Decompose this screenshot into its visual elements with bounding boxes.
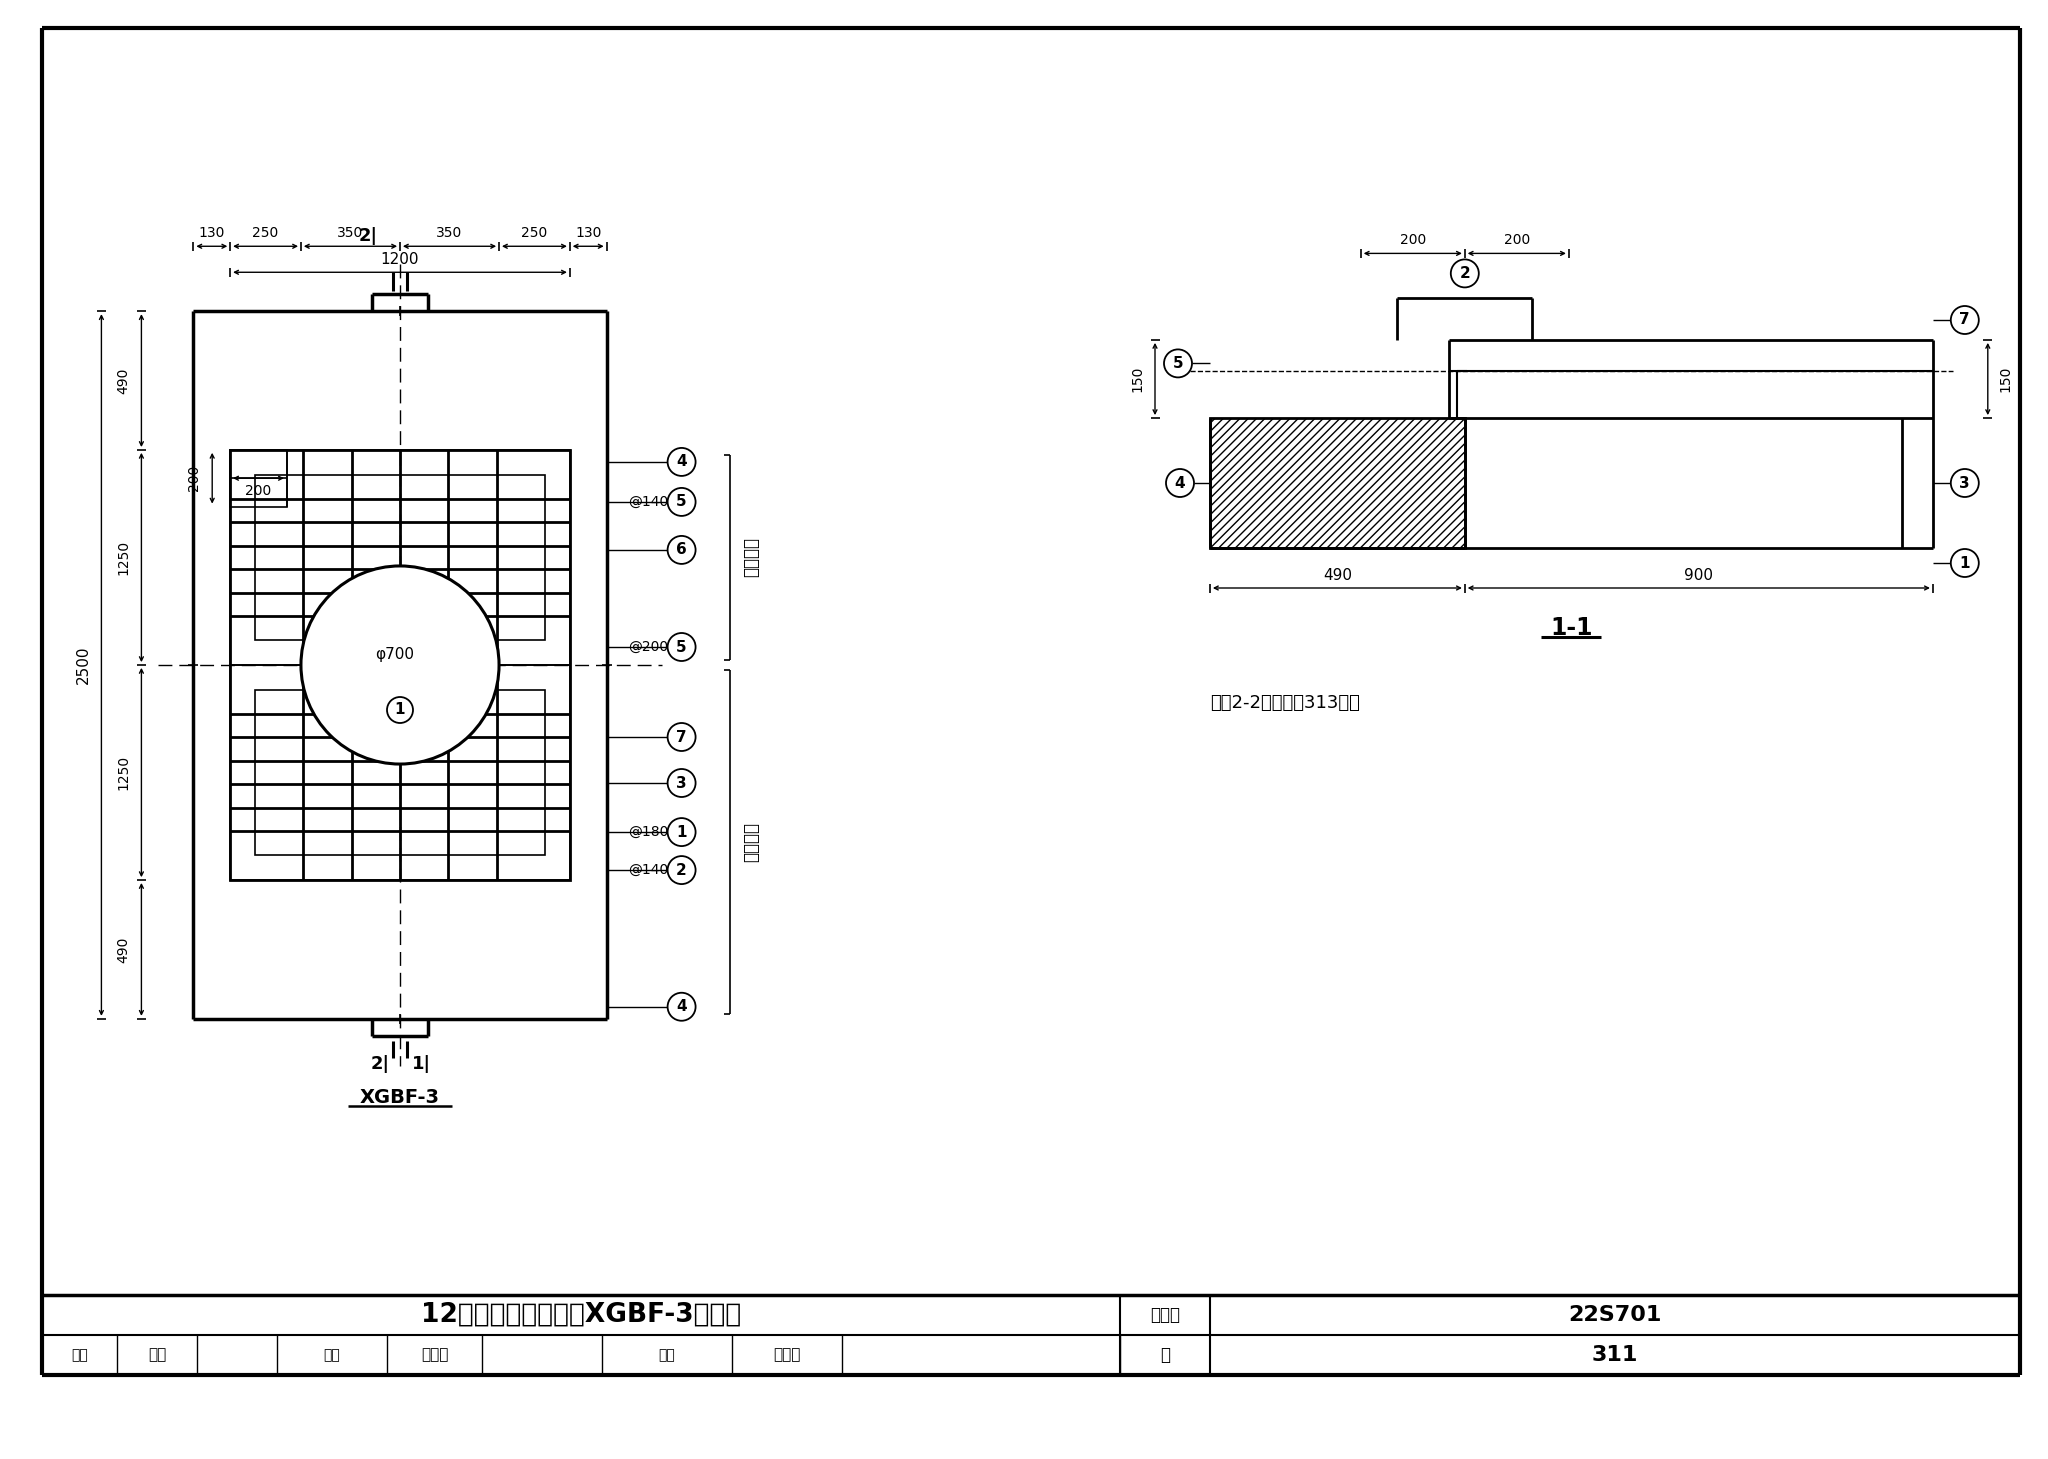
Text: 1|: 1| — [412, 1055, 430, 1072]
Circle shape — [668, 448, 696, 476]
Circle shape — [1450, 260, 1479, 287]
Bar — [229, 665, 569, 880]
Text: 1200: 1200 — [381, 252, 420, 267]
Circle shape — [668, 633, 696, 661]
Text: 1250: 1250 — [117, 754, 131, 791]
Text: 7: 7 — [1960, 312, 1970, 327]
Circle shape — [668, 487, 696, 516]
Text: 4: 4 — [676, 454, 686, 470]
Circle shape — [668, 856, 696, 884]
Bar — [256, 476, 545, 641]
Text: 审核: 审核 — [72, 1348, 88, 1363]
Text: @200: @200 — [629, 641, 670, 654]
Text: 2: 2 — [676, 862, 686, 877]
Text: 900: 900 — [1683, 568, 1714, 582]
Text: 设计: 设计 — [659, 1348, 676, 1363]
Text: @140: @140 — [629, 864, 670, 877]
Text: 1: 1 — [676, 824, 686, 839]
Text: φ700: φ700 — [375, 648, 414, 662]
Text: 200: 200 — [1503, 233, 1530, 248]
Text: 130: 130 — [575, 226, 602, 241]
Bar — [229, 449, 569, 665]
Bar — [229, 449, 569, 880]
Text: 1250: 1250 — [117, 540, 131, 575]
Text: 311: 311 — [1591, 1345, 1638, 1366]
Text: 4: 4 — [1176, 476, 1186, 490]
Text: @140: @140 — [629, 495, 670, 509]
Text: 4: 4 — [676, 999, 686, 1014]
Text: 6: 6 — [676, 543, 686, 557]
Bar — [229, 449, 287, 506]
Text: 200: 200 — [186, 465, 201, 492]
Circle shape — [1952, 468, 1978, 498]
Text: 250: 250 — [252, 226, 279, 241]
Circle shape — [1952, 306, 1978, 334]
Text: 2500: 2500 — [76, 646, 90, 684]
Circle shape — [668, 818, 696, 846]
Bar — [256, 690, 545, 855]
Circle shape — [387, 697, 414, 724]
Text: 130: 130 — [199, 226, 225, 241]
Text: 5: 5 — [676, 639, 686, 655]
Text: 3: 3 — [1960, 476, 1970, 490]
Bar — [1210, 417, 1464, 549]
Text: XGBF-3: XGBF-3 — [360, 1088, 440, 1107]
Text: 1-1: 1-1 — [1550, 616, 1593, 641]
Text: 洪财嵑: 洪财嵑 — [420, 1348, 449, 1363]
Text: 2|: 2| — [371, 1055, 389, 1072]
Circle shape — [1163, 349, 1192, 378]
Text: 2|: 2| — [358, 228, 379, 245]
Text: @180: @180 — [629, 826, 670, 839]
Circle shape — [668, 769, 696, 797]
Text: 250: 250 — [522, 226, 547, 241]
Text: 5: 5 — [1174, 356, 1184, 371]
Text: 350: 350 — [436, 226, 463, 241]
Text: 490: 490 — [1323, 568, 1352, 582]
Text: 页: 页 — [1159, 1347, 1169, 1364]
Text: 490: 490 — [117, 368, 131, 394]
Text: 5: 5 — [676, 495, 686, 509]
Text: 12号化粪池现浇盖板XGBF-3配筋图: 12号化粪池现浇盖板XGBF-3配筋图 — [422, 1301, 741, 1328]
Text: 150: 150 — [1999, 366, 2013, 392]
Circle shape — [668, 535, 696, 565]
Text: 图集号: 图集号 — [1151, 1306, 1180, 1323]
Text: 22S701: 22S701 — [1569, 1304, 1661, 1325]
Circle shape — [1952, 549, 1978, 576]
Circle shape — [1165, 468, 1194, 498]
Text: 150: 150 — [1130, 366, 1145, 392]
Text: 490: 490 — [117, 937, 131, 963]
Text: 注：2-2剑面见第313页。: 注：2-2剑面见第313页。 — [1210, 694, 1360, 712]
Text: 350: 350 — [338, 226, 365, 241]
Text: 1: 1 — [1960, 556, 1970, 570]
Text: 张凯博: 张凯博 — [774, 1348, 801, 1363]
Text: 校对: 校对 — [324, 1348, 340, 1363]
Text: 2: 2 — [1460, 266, 1470, 282]
Text: 1: 1 — [395, 702, 406, 718]
Circle shape — [301, 566, 500, 765]
Text: 王军: 王军 — [147, 1348, 166, 1363]
Text: 下层锢筋: 下层锢筋 — [743, 821, 760, 862]
Text: 200: 200 — [246, 484, 272, 498]
Text: 3: 3 — [676, 776, 686, 791]
Circle shape — [668, 992, 696, 1021]
Text: 200: 200 — [1399, 233, 1425, 248]
Circle shape — [668, 724, 696, 751]
Text: 上层锢筋: 上层锢筋 — [743, 537, 760, 578]
Text: 7: 7 — [676, 730, 686, 744]
